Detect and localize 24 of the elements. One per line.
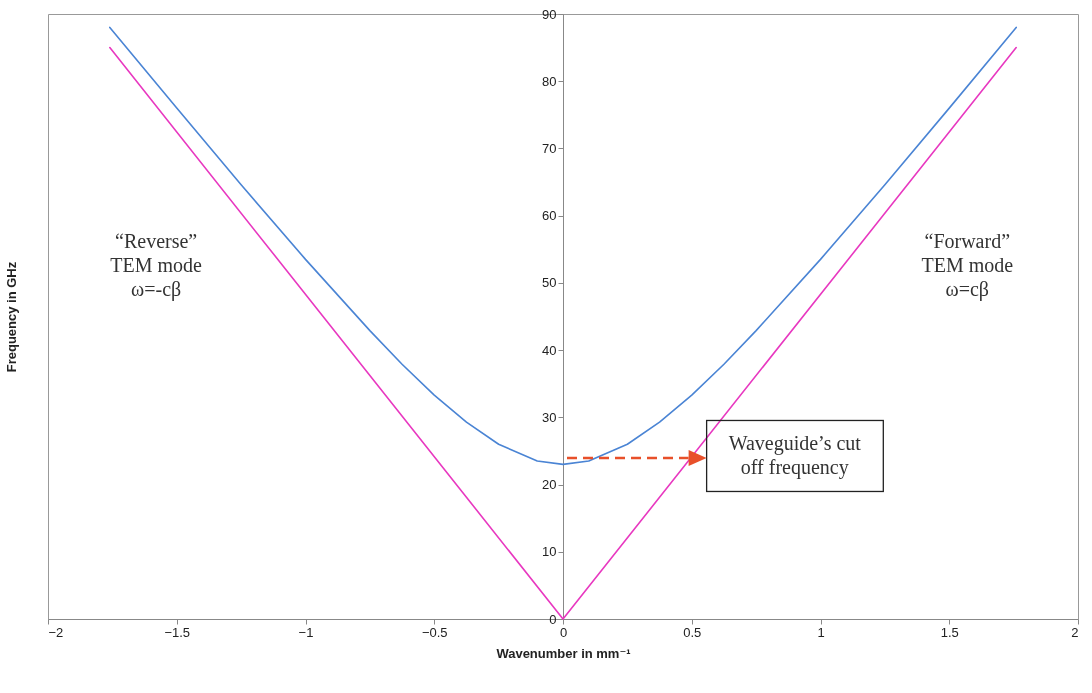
y-tick-label: 70	[542, 140, 557, 156]
y-tick-label: 30	[542, 409, 557, 425]
y-tick-label: 60	[542, 208, 557, 224]
y-tick-label: 0	[549, 611, 557, 627]
x-tick-label: 0.5	[683, 624, 702, 640]
y-tick-label: 80	[542, 73, 557, 89]
annotation: “Reverse” TEM mode ω=-cβ	[110, 229, 203, 301]
y-tick-label: 10	[542, 544, 557, 560]
x-tick-label: 2	[1071, 624, 1079, 640]
y-tick-label: 40	[542, 342, 557, 358]
x-tick-label: −2	[48, 624, 64, 640]
annotation: “Forward” TEM mode ω=cβ	[921, 229, 1014, 301]
y-tick-label: 50	[542, 275, 557, 291]
annotation: Waveguide’s cut off frequency	[728, 432, 862, 480]
x-tick-label: −1.5	[164, 624, 191, 640]
x-tick-label: 1.5	[940, 624, 959, 640]
x-tick-label: 1	[817, 624, 825, 640]
x-axis-title: Wavenumber in mm⁻¹	[496, 645, 631, 661]
y-axis-title: Frequency in GHz	[3, 261, 19, 373]
y-tick-label: 90	[542, 6, 557, 22]
x-tick-label: 0	[559, 624, 568, 640]
x-tick-label: −1	[298, 624, 314, 640]
y-tick-label: 20	[542, 477, 557, 493]
x-tick-label: −0.5	[421, 624, 448, 640]
